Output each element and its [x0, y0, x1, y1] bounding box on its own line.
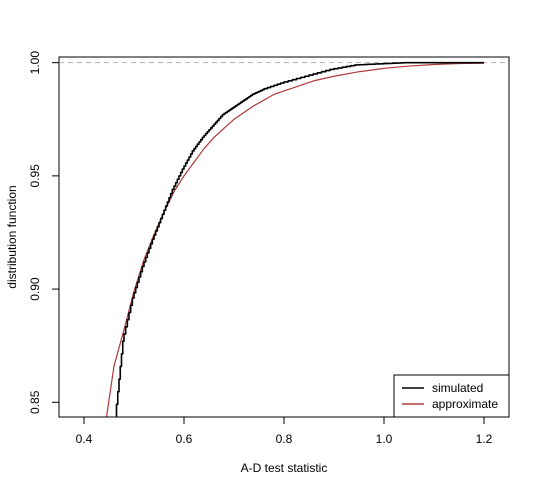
x-tick-label: 0.8	[276, 432, 293, 446]
series-layer	[105, 61, 485, 417]
legend-box	[393, 374, 510, 418]
series-line-simulated	[115, 61, 484, 417]
legend-label-simulated: simulated	[432, 381, 483, 395]
x-tick-label: 0.6	[176, 432, 193, 446]
x-axis-title: A-D test statistic	[241, 461, 328, 475]
plot-frame	[58, 56, 510, 418]
y-tick-label: 0.95	[28, 164, 42, 188]
x-axis: 0.4 0.6 0.8 1.0 1.2	[76, 416, 493, 446]
y-tick-label: 0.90	[28, 277, 42, 301]
x-tick-label: 1.0	[376, 432, 393, 446]
x-tick-label: 1.2	[476, 432, 493, 446]
y-tick-label: 1.00	[28, 51, 42, 75]
legend-label-approximate: approximate	[432, 397, 498, 411]
y-axis-title: distribution function	[5, 185, 19, 288]
legend: simulated approximate	[393, 374, 510, 418]
y-tick-label: 0.85	[28, 390, 42, 414]
y-axis: 0.85 0.90 0.95 1.00	[28, 51, 60, 414]
x-tick-label: 0.4	[76, 432, 93, 446]
series-line-approximate	[105, 62, 485, 417]
